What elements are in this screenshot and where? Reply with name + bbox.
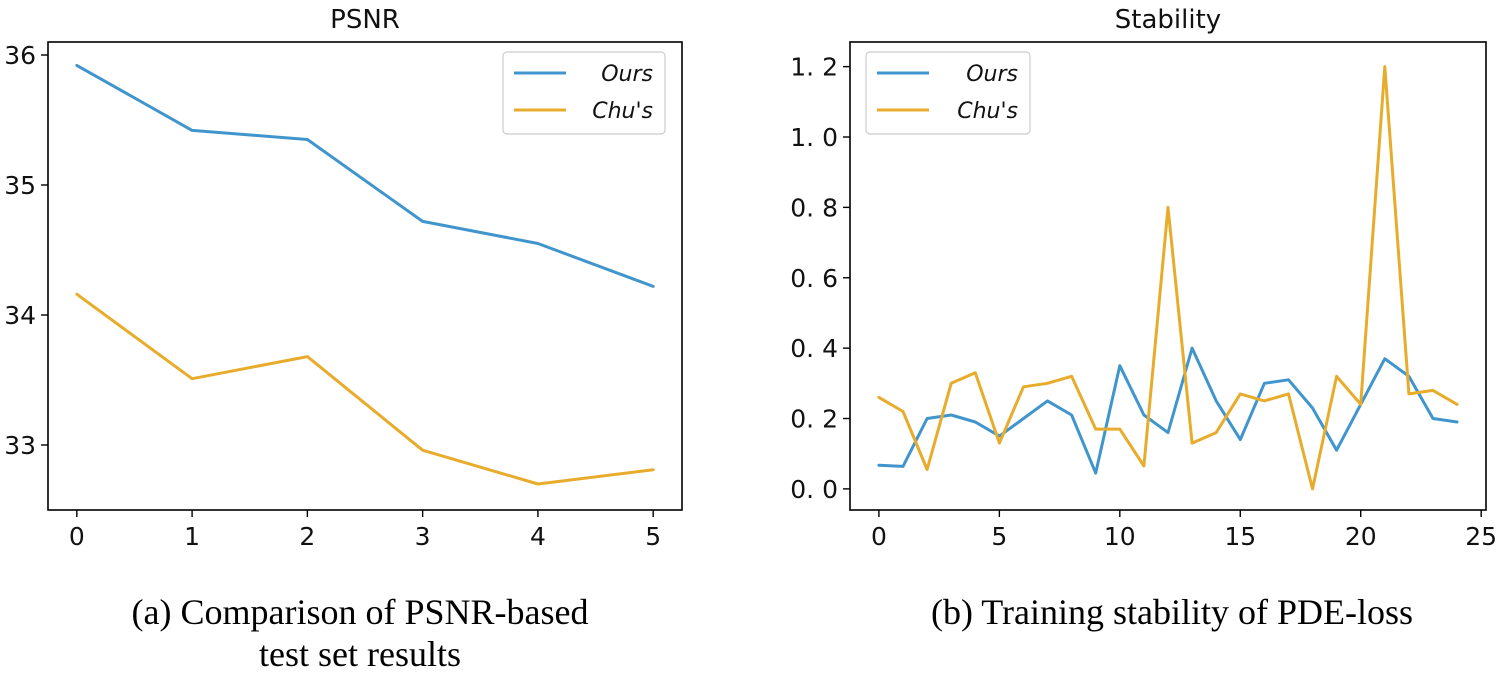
legend-label: Ours	[966, 62, 1018, 87]
y-tick-label: 36	[4, 41, 36, 70]
y-tick-label: 35	[4, 171, 36, 200]
x-tick-label: 1	[184, 522, 200, 551]
series-line-ours	[75, 63, 655, 288]
stability-chart: Stability 0 5 10 15 20 25 0. 0 0. 2 0. 4 0. 6 0. 8…	[790, 5, 1497, 632]
y-tick-label: 0. 4	[790, 334, 838, 363]
y-tick-label: 0. 2	[790, 405, 838, 434]
x-tick-label: 0	[871, 522, 887, 551]
y-tick-label: 0. 8	[790, 193, 838, 222]
chart-title: PSNR	[330, 5, 400, 35]
legend-label: Chu's	[957, 99, 1018, 124]
x-tick-label: 2	[299, 522, 315, 551]
y-tick-label: 34	[4, 301, 36, 330]
x-tick-label: 15	[1224, 522, 1256, 551]
caption-line: (a) Comparison of PSNR-based	[132, 592, 589, 632]
plot-frame	[849, 41, 1487, 511]
x-tick-label: 0	[69, 522, 85, 551]
x-tick-label: 3	[415, 522, 431, 551]
caption-line: (b) Training stability of PDE-loss	[931, 592, 1413, 632]
y-tick-label: 0. 6	[790, 264, 838, 293]
y-tick-label: 1. 0	[790, 123, 838, 152]
x-tick-label: 20	[1345, 522, 1377, 551]
x-tick-label: 5	[991, 522, 1007, 551]
caption-line: test set results	[259, 634, 461, 674]
series-line-chus	[877, 65, 1459, 491]
x-tick-label: 25	[1465, 522, 1497, 551]
x-tick-label: 10	[1104, 522, 1136, 551]
y-tick-label: 1. 2	[790, 53, 838, 82]
legend-label: Ours	[601, 62, 653, 87]
plot-frame	[47, 41, 683, 511]
x-tick-label: 5	[645, 522, 661, 551]
legend-label: Chu's	[592, 99, 653, 124]
series-line-ours	[877, 346, 1459, 475]
series-line-chus	[75, 292, 655, 486]
y-tick-label: 33	[4, 431, 36, 460]
chart-title: Stability	[1115, 5, 1221, 35]
x-tick-label: 4	[530, 522, 546, 551]
stability-data-marks: 0 5 10 15 20 25 0. 0 0. 2 0. 4 0. 6 0. 8 1. 0 1. 2 Ou…	[790, 51, 1497, 551]
y-tick-label: 0. 0	[790, 475, 838, 504]
